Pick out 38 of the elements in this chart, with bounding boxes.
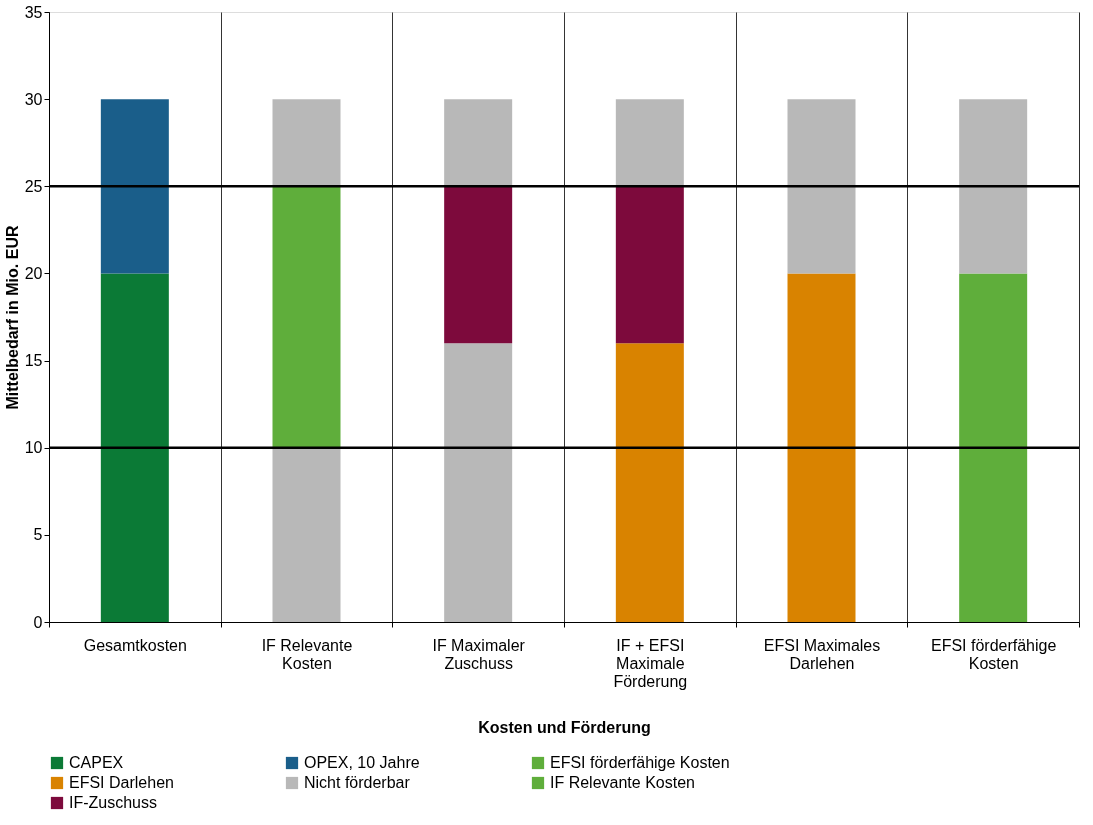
bar	[272, 186, 341, 448]
x-tick-label: IF + EFSI Maximale Förderung	[613, 636, 688, 690]
x-tick-label: EFSI förderfähige Kosten	[930, 636, 1057, 672]
bar	[272, 447, 341, 622]
legend-label: EFSI Darlehen	[69, 774, 174, 791]
y-tick-label: 25	[24, 177, 43, 195]
y-tick-label: 15	[24, 352, 43, 370]
x-tick-label: IF Maximaler Zuschuss	[432, 636, 526, 672]
bar	[100, 273, 169, 622]
bar	[615, 343, 684, 622]
bar	[787, 273, 856, 622]
x-tick-label: IF Relevante Kosten	[261, 636, 353, 672]
bar	[444, 343, 513, 622]
y-tick-label: 10	[24, 439, 43, 457]
legend-label: IF-Zuschuss	[69, 794, 158, 811]
x-axis-title: Kosten und Förderung	[478, 718, 651, 736]
y-tick-label: 0	[33, 613, 43, 631]
legend-label: IF Relevante Kosten	[550, 774, 695, 791]
y-tick-label: 20	[24, 264, 43, 282]
bar	[959, 273, 1028, 622]
bar	[615, 186, 684, 344]
bar	[100, 99, 169, 274]
legend-label: Nicht förderbar	[304, 774, 411, 791]
bar	[959, 99, 1028, 274]
legend-label: OPEX, 10 Jahre	[304, 754, 420, 771]
x-tick-label: EFSI Maximales Darlehen	[763, 636, 881, 672]
y-tick-label: 30	[24, 90, 43, 108]
bar	[444, 99, 513, 187]
bar	[787, 99, 856, 274]
legend-label: CAPEX	[69, 754, 124, 771]
y-axis-title: Mittelbedarf in Mio. EUR	[3, 225, 21, 410]
x-tick-label: Gesamtkosten	[83, 636, 187, 654]
bar	[444, 186, 513, 344]
bar	[615, 99, 684, 187]
bar	[272, 99, 341, 187]
y-tick-label: 5	[33, 526, 43, 544]
y-tick-label: 35	[24, 3, 43, 21]
legend-label: EFSI förderfähige Kosten	[550, 754, 730, 771]
